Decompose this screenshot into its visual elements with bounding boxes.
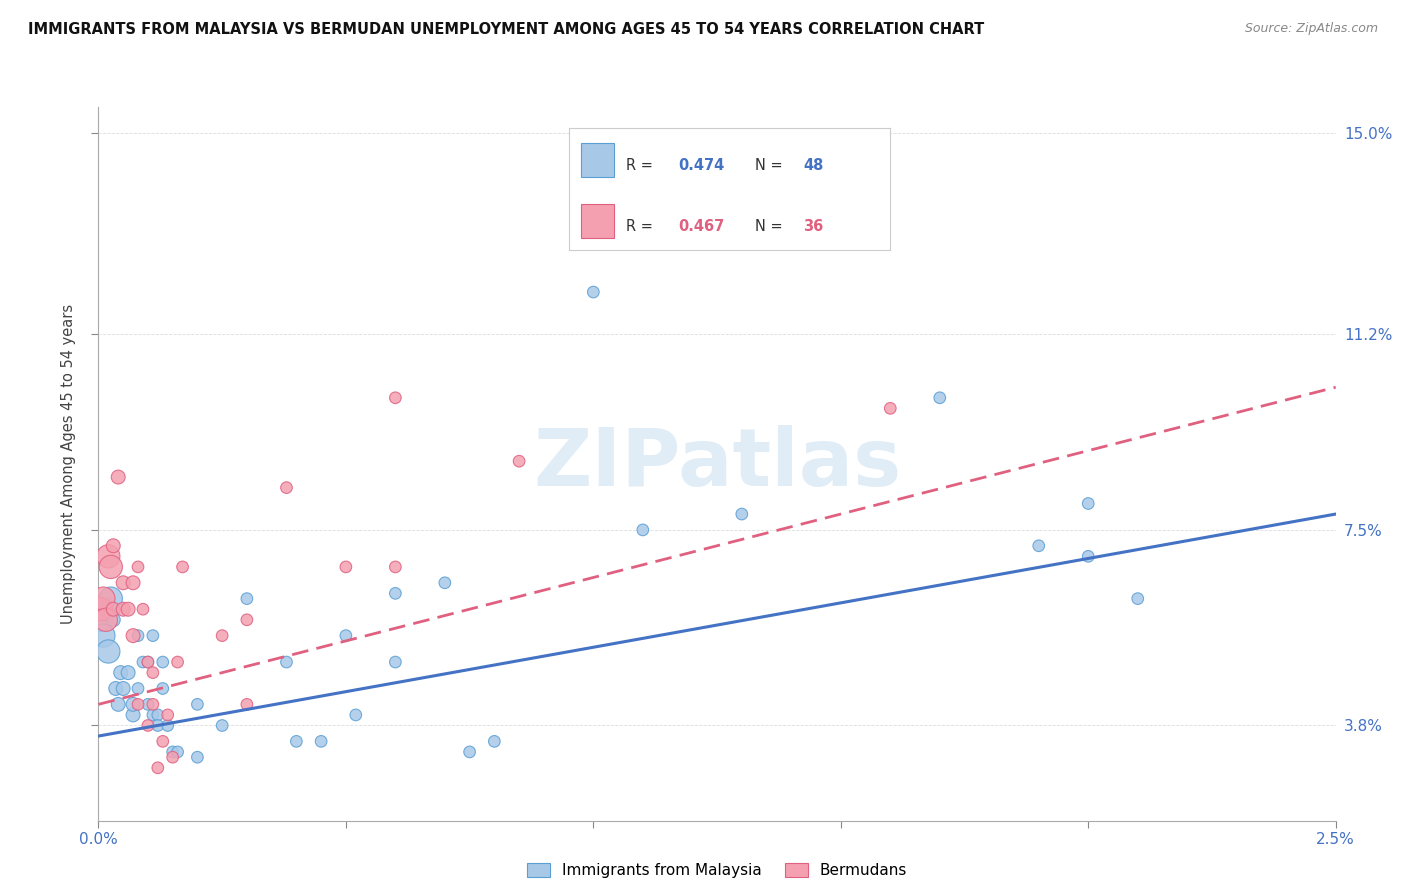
Point xyxy=(344,707,367,722)
Point xyxy=(152,655,174,669)
Point xyxy=(136,698,159,712)
Point xyxy=(186,750,208,764)
Point xyxy=(384,391,406,405)
Point xyxy=(211,718,233,732)
Point xyxy=(172,560,194,574)
Point xyxy=(236,591,259,606)
Point xyxy=(93,591,115,606)
Point xyxy=(631,523,654,537)
Point xyxy=(110,665,132,680)
Point xyxy=(132,602,155,616)
Point xyxy=(127,681,149,696)
Point xyxy=(1028,539,1050,553)
Point xyxy=(162,745,184,759)
Point xyxy=(94,613,117,627)
Point xyxy=(136,655,159,669)
Point xyxy=(879,401,901,416)
Point xyxy=(276,655,298,669)
Y-axis label: Unemployment Among Ages 45 to 54 years: Unemployment Among Ages 45 to 54 years xyxy=(60,304,76,624)
Point xyxy=(122,707,145,722)
Point xyxy=(285,734,308,748)
Point xyxy=(508,454,530,468)
Point xyxy=(1126,591,1149,606)
Point xyxy=(122,629,145,643)
Point xyxy=(186,698,208,712)
Point xyxy=(127,560,149,574)
Point xyxy=(146,718,169,732)
Point xyxy=(211,629,233,643)
Point xyxy=(112,602,135,616)
Point xyxy=(136,718,159,732)
Point xyxy=(384,586,406,600)
Point xyxy=(309,734,332,748)
Point xyxy=(122,575,145,590)
Point xyxy=(132,655,155,669)
Point xyxy=(93,629,115,643)
Point xyxy=(146,707,169,722)
Point xyxy=(484,734,506,748)
Point xyxy=(142,698,165,712)
Point xyxy=(104,681,127,696)
Point xyxy=(112,575,135,590)
Point xyxy=(142,707,165,722)
Point xyxy=(1077,549,1099,564)
Point xyxy=(127,698,149,712)
Point xyxy=(107,470,129,484)
Point xyxy=(122,698,145,712)
Point xyxy=(156,707,179,722)
Point xyxy=(152,734,174,748)
Point xyxy=(384,560,406,574)
Point xyxy=(142,629,165,643)
Point xyxy=(582,232,605,246)
Point xyxy=(236,698,259,712)
Text: Source: ZipAtlas.com: Source: ZipAtlas.com xyxy=(1244,22,1378,36)
Point xyxy=(103,539,125,553)
Point xyxy=(112,681,135,696)
Point xyxy=(458,745,481,759)
Point xyxy=(90,613,112,627)
Point xyxy=(166,655,188,669)
Legend: Immigrants from Malaysia, Bermudans: Immigrants from Malaysia, Bermudans xyxy=(520,857,914,884)
Point xyxy=(117,602,139,616)
Point xyxy=(97,644,120,658)
Point xyxy=(127,629,149,643)
Point xyxy=(433,575,456,590)
Point xyxy=(582,285,605,299)
Text: ZIPatlas: ZIPatlas xyxy=(533,425,901,503)
Point xyxy=(156,718,179,732)
Text: IMMIGRANTS FROM MALAYSIA VS BERMUDAN UNEMPLOYMENT AMONG AGES 45 TO 54 YEARS CORR: IMMIGRANTS FROM MALAYSIA VS BERMUDAN UNE… xyxy=(28,22,984,37)
Point xyxy=(97,549,120,564)
Point xyxy=(103,613,125,627)
Point xyxy=(335,560,357,574)
Point xyxy=(276,481,298,495)
Point xyxy=(107,698,129,712)
Point xyxy=(100,560,122,574)
Point xyxy=(146,761,169,775)
Point xyxy=(335,629,357,643)
Point xyxy=(103,602,125,616)
Point xyxy=(117,665,139,680)
Point xyxy=(94,602,117,616)
Point xyxy=(166,745,188,759)
Point xyxy=(162,750,184,764)
Point xyxy=(136,655,159,669)
Point xyxy=(384,655,406,669)
Point xyxy=(928,391,950,405)
Point xyxy=(236,613,259,627)
Point xyxy=(100,591,122,606)
Point xyxy=(152,681,174,696)
Point xyxy=(1077,496,1099,510)
Point xyxy=(142,665,165,680)
Point xyxy=(731,507,754,521)
Point xyxy=(90,602,112,616)
